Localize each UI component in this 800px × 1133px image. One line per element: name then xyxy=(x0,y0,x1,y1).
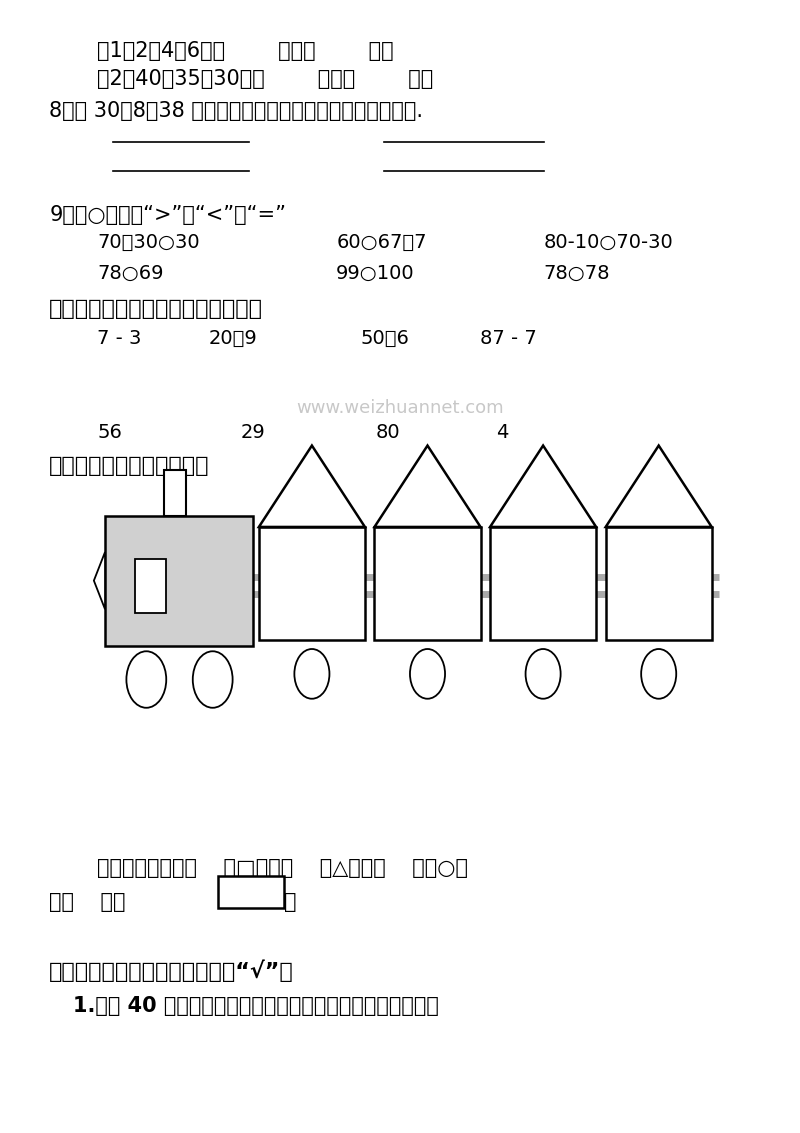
FancyBboxPatch shape xyxy=(218,876,284,908)
Polygon shape xyxy=(94,552,105,610)
Text: 20＋9: 20＋9 xyxy=(209,330,258,348)
FancyBboxPatch shape xyxy=(259,527,365,640)
Text: （1）2、4、6、（        ）、（        ）。: （1）2、4、6、（ ）、（ ）。 xyxy=(97,41,394,61)
Text: 五、在你认为合适的答案下面打“√”。: 五、在你认为合适的答案下面打“√”。 xyxy=(50,960,294,982)
Text: 。: 。 xyxy=(285,892,297,912)
Polygon shape xyxy=(606,445,712,527)
Text: 78○69: 78○69 xyxy=(97,264,163,282)
Polygon shape xyxy=(490,445,596,527)
Text: 有（    ）个: 有（ ）个 xyxy=(50,892,126,912)
Text: 8、用 30、8、38 三个数写出两个加法算式、两个减法算式.: 8、用 30、8、38 三个数写出两个加法算式、两个减法算式. xyxy=(50,101,423,121)
Text: 7 - 3: 7 - 3 xyxy=(97,330,142,348)
Text: 50＋6: 50＋6 xyxy=(360,330,409,348)
Text: 9、在○里填上“>”、“<”或“=”: 9、在○里填上“>”、“<”或“=” xyxy=(50,205,286,224)
Text: 29: 29 xyxy=(241,423,266,442)
Circle shape xyxy=(294,649,330,699)
Text: 三、把算式与得数用线段连接起来。: 三、把算式与得数用线段连接起来。 xyxy=(50,299,263,318)
FancyBboxPatch shape xyxy=(164,470,186,516)
Text: 这辆小火车里有（    ）□，有（    ）△，有（    ）个○，: 这辆小火车里有（ ）□，有（ ）△，有（ ）个○， xyxy=(97,858,468,878)
Text: 56: 56 xyxy=(97,423,122,442)
Polygon shape xyxy=(259,445,365,527)
Polygon shape xyxy=(374,445,481,527)
Text: 60○67－7: 60○67－7 xyxy=(336,233,426,252)
Text: 80: 80 xyxy=(376,423,401,442)
Text: 4: 4 xyxy=(496,423,508,442)
Circle shape xyxy=(193,651,233,708)
FancyBboxPatch shape xyxy=(374,527,481,640)
Circle shape xyxy=(126,651,166,708)
Text: www.weizhuannet.com: www.weizhuannet.com xyxy=(296,399,504,417)
Circle shape xyxy=(526,649,561,699)
Circle shape xyxy=(641,649,676,699)
Text: 70－30○30: 70－30○30 xyxy=(97,233,200,252)
FancyBboxPatch shape xyxy=(134,559,166,613)
Circle shape xyxy=(410,649,445,699)
Text: 99○100: 99○100 xyxy=(336,264,415,282)
FancyBboxPatch shape xyxy=(606,527,712,640)
Text: 78○78: 78○78 xyxy=(543,264,610,282)
Text: 四、请你数一数，填一填。: 四、请你数一数，填一填。 xyxy=(50,455,210,476)
Text: 80-10○70-30: 80-10○70-30 xyxy=(543,233,674,252)
Text: （2）40、35、30、（        ）、（        ）。: （2）40、35、30、（ ）、（ ）。 xyxy=(97,69,434,90)
Text: 87 - 7: 87 - 7 xyxy=(480,330,537,348)
Text: 1.梨有 40 个，苹果的个数比梨少得多，苹果可能有多少个？: 1.梨有 40 个，苹果的个数比梨少得多，苹果可能有多少个？ xyxy=(73,996,439,1016)
FancyBboxPatch shape xyxy=(490,527,596,640)
FancyBboxPatch shape xyxy=(105,516,253,646)
